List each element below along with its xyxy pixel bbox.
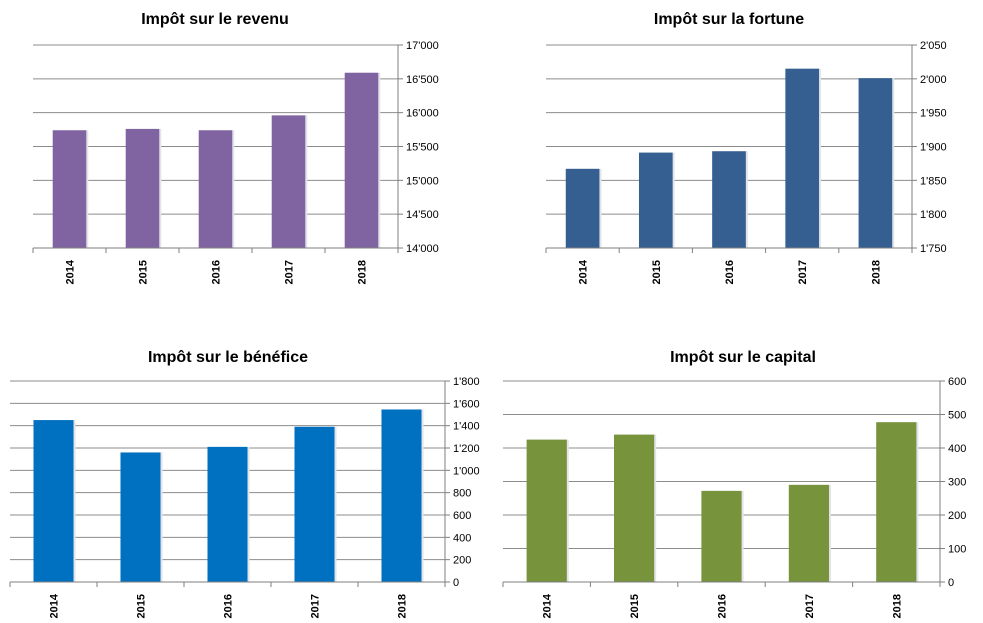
bar-2017 [788,484,830,582]
x-tick-label: 2015 [138,260,150,284]
y-tick-label: 15'500 [406,142,439,154]
bar-2016 [198,130,233,248]
bar-2017 [785,68,820,248]
x-tick-label: 2016 [223,594,235,618]
chart-capital-tax: Impôt sur le capital 0 100 200 300 400 500 600… [502,349,966,618]
y-tick-label: 16'000 [406,108,439,120]
bar-2016 [712,151,746,248]
y-tick-label: 16'500 [406,74,439,86]
y-tick-label: 1'900 [920,142,947,154]
y-tick-label: 100 [948,544,966,556]
bar-2015 [613,434,655,582]
y-tick-label: 600 [948,376,966,388]
chart-title: Impôt sur le capital [670,349,816,366]
chart-title: Impôt sur la fortune [654,11,804,28]
x-tick-label: 2016 [211,260,223,284]
x-tick-label: 2014 [578,259,590,284]
bar-2017 [271,115,306,248]
bar-2014 [565,168,600,248]
x-tick-label: 2018 [870,260,882,284]
chart-title: Impôt sur le bénéfice [148,349,308,366]
bar-2018 [344,72,379,248]
y-tick-label: 1'400 [453,421,480,433]
y-tick-label: 1'750 [920,243,947,255]
bar-2014 [526,439,567,582]
y-tick-label: 500 [948,410,966,422]
bar-2015 [120,452,161,582]
y-tick-label: 1'850 [920,175,947,187]
bar-2014 [33,420,74,582]
bar-2015 [638,152,673,248]
x-tick-label: 2017 [797,260,809,284]
y-tick-label: 300 [948,477,966,489]
bar-2018 [381,409,422,582]
bar-2018 [858,78,893,248]
x-tick-label: 2017 [284,260,296,284]
bar-2015 [125,128,160,248]
y-tick-label: 800 [453,488,471,500]
x-tick-label: 2015 [651,260,663,284]
x-tick-label: 2015 [136,594,148,618]
y-tick-label: 200 [453,555,471,567]
y-tick-label: 15'000 [406,175,439,187]
y-tick-label: 14'000 [406,243,439,255]
x-tick-label: 2014 [49,593,61,618]
x-tick-label: 2017 [310,594,322,618]
x-tick-label: 2014 [542,593,554,618]
bar-2016 [701,490,742,582]
chart-income-tax: Impôt sur le revenu 14'000 14'500 15'000 15… [32,11,439,284]
y-tick-label: 1'200 [453,443,480,455]
y-tick-label: 1'000 [453,465,480,477]
y-tick-label: 0 [948,577,954,589]
y-tick-label: 1'950 [920,108,947,120]
y-tick-label: 17'000 [406,40,439,52]
y-tick-label: 600 [453,510,471,522]
y-tick-label: 400 [453,532,471,544]
x-tick-label: 2016 [717,594,729,618]
y-tick-label: 1'800 [453,376,480,388]
x-tick-label: 2017 [804,594,816,618]
x-tick-label: 2018 [357,260,369,284]
y-tick-label: 2'050 [920,40,947,52]
y-tick-label: 400 [948,443,966,455]
chart-wealth-tax: Impôt sur la fortune 1'750 1'800 1'850 1'90… [545,11,947,284]
y-tick-label: 1'600 [453,398,480,410]
x-tick-label: 2018 [397,594,409,618]
y-tick-label: 2'000 [920,74,947,86]
y-tick-label: 200 [948,510,966,522]
x-tick-label: 2016 [724,260,736,284]
y-tick-label: 0 [453,577,459,589]
bar-2017 [294,426,335,582]
x-tick-label: 2014 [65,259,77,284]
x-tick-label: 2018 [891,594,903,618]
bar-2014 [52,130,87,248]
y-tick-label: 14'500 [406,209,439,221]
chart-title: Impôt sur le revenu [141,11,289,28]
chart-profit-tax: Impôt sur le bénéfice 0 200 400 600 800 1'000… [9,349,480,618]
y-tick-label: 1'800 [920,209,947,221]
bar-2016 [207,446,248,582]
bar-2018 [876,422,917,582]
x-tick-label: 2015 [629,594,641,618]
